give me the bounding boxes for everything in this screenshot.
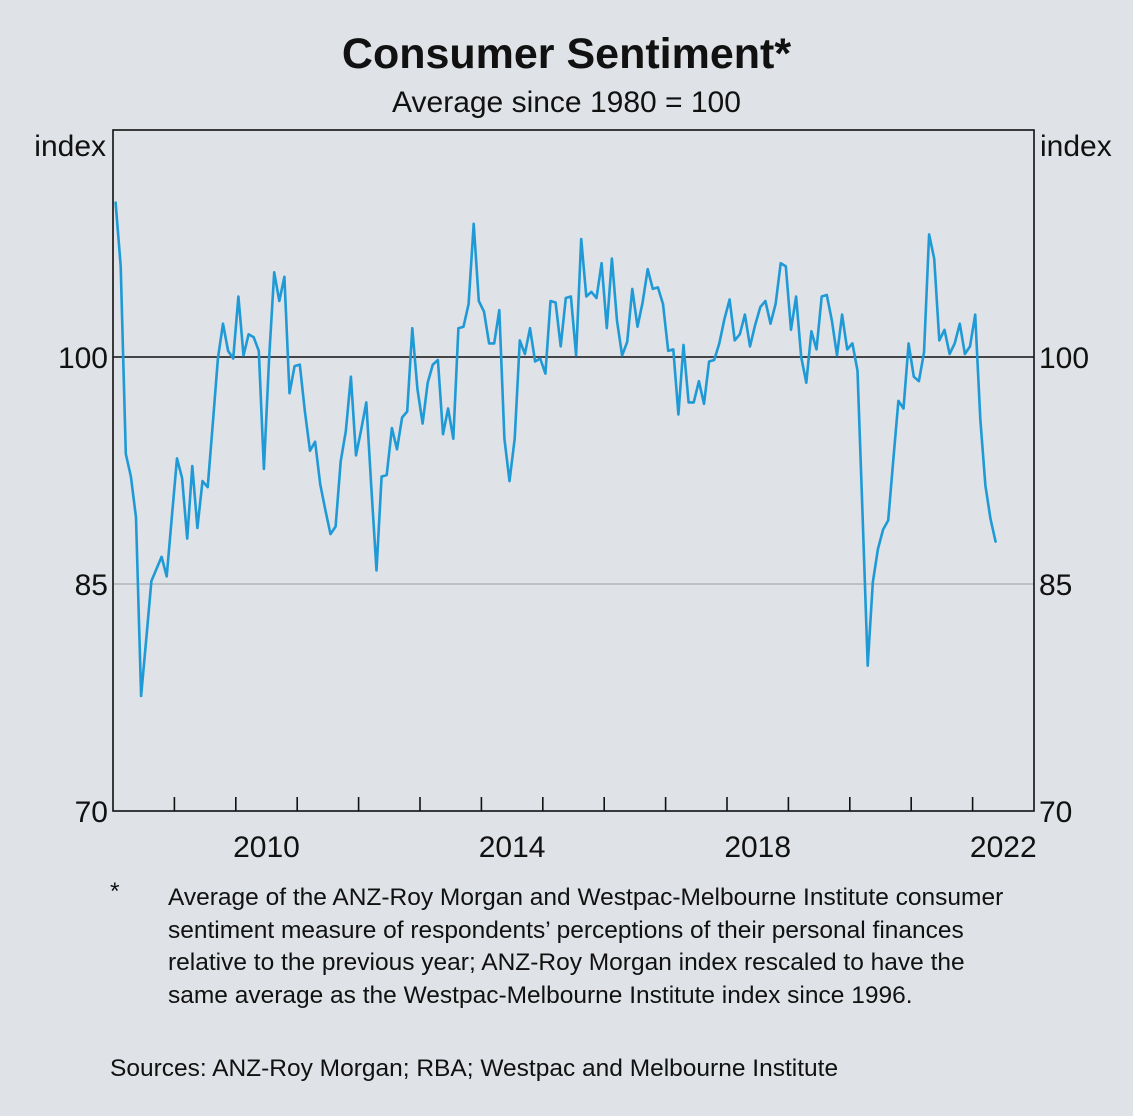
chart-subtitle: Average since 1980 = 100 [392, 86, 741, 119]
sources-note: Sources: ANZ-Roy Morgan; RBA; Westpac an… [110, 1055, 839, 1082]
y-tick-label-right-85: 85 [1039, 569, 1072, 602]
x-axis-ticks [173, 797, 974, 811]
series-layer [114, 201, 997, 698]
footnote: * Average of the ANZ-Roy Morgan and West… [110, 878, 1030, 1012]
y-tick-label-left-100: 100 [58, 342, 108, 375]
x-tick-label-2018: 2018 [724, 831, 791, 864]
plot-frame [112, 129, 1035, 812]
x-tick-label-2022: 2022 [970, 831, 1037, 864]
y-axis-unit-right: index [1040, 130, 1112, 163]
y-axis-unit-left: index [34, 130, 106, 163]
series-line-consumer-sentiment [114, 201, 997, 698]
y-tick-label-right-100: 100 [1039, 342, 1089, 375]
tick-labels: 70 70 85 85 100 100 2010 2014 2018 2022 [58, 342, 1089, 864]
x-tick-label-2010: 2010 [233, 831, 300, 864]
x-tick-label-2014: 2014 [479, 831, 546, 864]
chart-plot: 70 70 85 85 100 100 2010 2014 2018 2022 [58, 129, 1089, 864]
y-tick-label-right-70: 70 [1039, 796, 1072, 829]
y-tick-label-left-70: 70 [75, 796, 108, 829]
footnote-marker: * [110, 878, 120, 905]
chart-title: Consumer Sentiment* [341, 30, 792, 78]
y-tick-label-left-85: 85 [75, 569, 108, 602]
gridlines [113, 356, 1034, 585]
footnote-text: Average of the ANZ-Roy Morgan and Westpa… [168, 884, 1004, 1009]
